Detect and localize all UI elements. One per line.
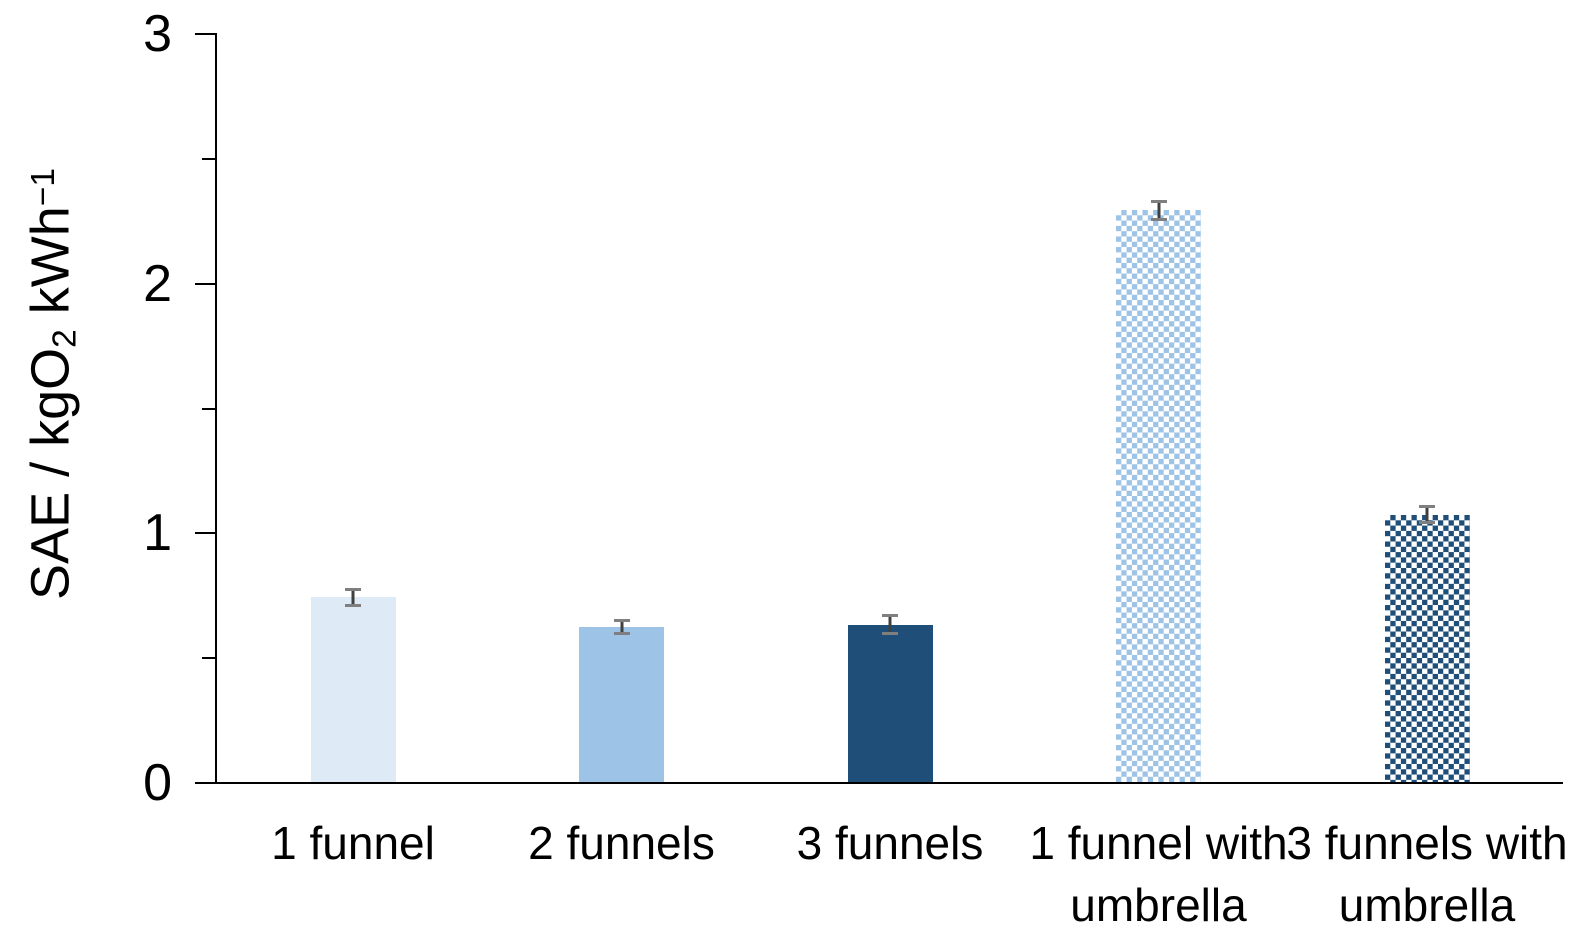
error-bar <box>1425 507 1429 523</box>
error-bar-cap-bottom <box>1419 521 1435 525</box>
error-bar <box>620 620 623 634</box>
y-major-tick <box>195 282 215 285</box>
x-axis-line <box>215 782 1563 784</box>
error-bar-cap-top <box>613 618 630 622</box>
y-minor-tick <box>202 407 215 410</box>
x-category-label: 1 funnel with umbrella <box>1029 812 1287 936</box>
error-bar-cap-bottom <box>345 603 361 607</box>
y-axis-title-superscript: −1 <box>25 168 63 207</box>
y-tick-label: 1 <box>143 504 172 563</box>
bar-3 <box>847 624 933 782</box>
x-category-label-line: 1 funnel with <box>1029 817 1288 869</box>
x-category-label: 3 funnels <box>797 812 984 874</box>
x-category-label-line: 1 funnel <box>271 817 435 869</box>
error-bar-cap-top <box>882 613 898 617</box>
x-category-label-line: umbrella <box>1338 879 1516 931</box>
bar-1 <box>310 597 396 782</box>
error-bar-cap-top <box>345 587 361 591</box>
error-bar <box>888 615 892 634</box>
x-category-label: 3 funnels with umbrella <box>1286 812 1567 936</box>
x-category-label: 1 funnel <box>271 812 435 874</box>
error-bar-cap-bottom <box>1150 218 1167 221</box>
y-tick-label: 3 <box>143 5 172 63</box>
y-major-tick <box>195 33 215 35</box>
x-category-label-line: 3 funnels with <box>1286 817 1568 869</box>
x-category-label-line: 3 funnels <box>796 817 984 869</box>
y-axis-title-text: SAE / kgO <box>20 347 81 600</box>
x-category-label-line: 2 funnels <box>528 817 715 869</box>
error-bar-cap-top <box>1419 505 1435 509</box>
y-major-tick <box>195 532 215 535</box>
y-minor-tick <box>202 157 215 160</box>
error-bar <box>351 589 355 605</box>
bar-4 <box>1116 210 1201 782</box>
error-bar <box>1157 201 1160 219</box>
y-minor-tick <box>202 657 215 660</box>
bar-5 <box>1384 514 1470 782</box>
error-bar-cap-bottom <box>882 632 898 636</box>
x-category-label: 2 funnels <box>528 812 715 874</box>
y-axis-line <box>215 33 217 784</box>
y-tick-label: 0 <box>143 754 172 812</box>
x-category-label-line: umbrella <box>1070 879 1247 931</box>
error-bar-cap-top <box>1150 199 1167 203</box>
error-bar-cap-bottom <box>613 632 630 636</box>
y-major-tick <box>195 782 215 784</box>
y-axis-title-subscript: 2 <box>46 329 84 348</box>
y-tick-label: 2 <box>143 254 172 313</box>
bar-2 <box>579 627 664 782</box>
